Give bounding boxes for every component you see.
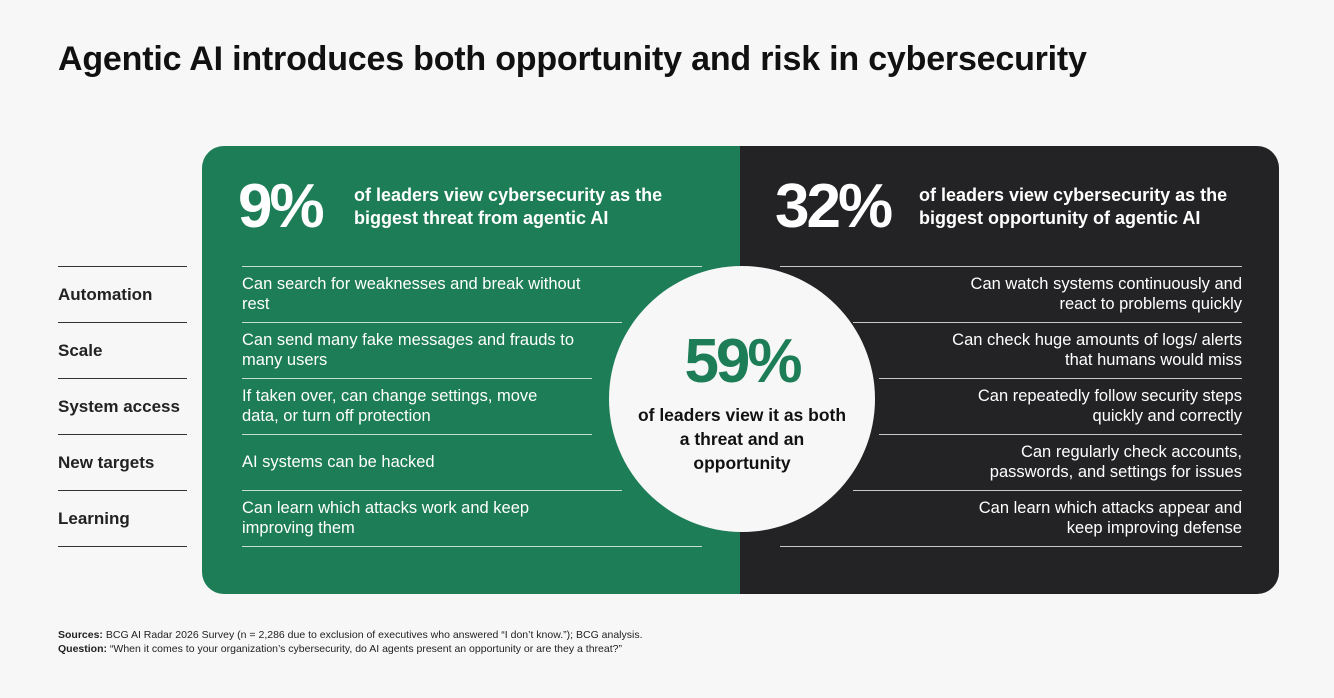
opportunity-item: Can check huge amounts of logs/ alerts t…: [942, 322, 1242, 378]
question-text: “When it comes to your organization’s cy…: [107, 643, 622, 655]
divider: [853, 322, 1242, 323]
both-text: of leaders view it as both a threat and …: [637, 405, 847, 473]
divider: [58, 266, 187, 267]
opportunity-item-text: Can learn which attacks appear and keep …: [978, 499, 1242, 537]
opportunity-item-text: Can watch systems continuously and react…: [970, 275, 1242, 313]
row-label-system-access: System access: [58, 396, 180, 416]
divider: [58, 322, 187, 323]
threat-item: Can send many fake messages and frauds t…: [242, 322, 582, 378]
page-title: Agentic AI introduces both opportunity a…: [58, 40, 1087, 78]
row-label-automation: Automation: [58, 284, 153, 304]
divider: [242, 490, 622, 491]
divider: [58, 434, 187, 435]
threat-item-text: Can learn which attacks work and keep im…: [242, 499, 530, 537]
opportunity-headline: of leaders view cybersecurity as the big…: [919, 185, 1228, 228]
footnote-sources: Sources: BCG AI Radar 2026 Survey (n = 2…: [58, 629, 643, 641]
row-label-learning: Learning: [58, 508, 130, 528]
opportunity-item: Can learn which attacks appear and keep …: [942, 490, 1242, 546]
opportunity-item-text: Can check huge amounts of logs/ alerts t…: [952, 331, 1242, 369]
question-label: Question:: [58, 643, 107, 655]
divider: [242, 266, 702, 267]
divider: [242, 434, 592, 435]
row-label-new-targets: New targets: [58, 452, 155, 472]
threat-item-text: Can send many fake messages and frauds t…: [242, 331, 575, 369]
divider: [58, 490, 187, 491]
divider: [58, 546, 187, 547]
threat-item-text: AI systems can be hacked: [242, 453, 435, 471]
opportunity-item: Can repeatedly follow security steps qui…: [952, 378, 1242, 434]
both-circle: [609, 266, 875, 532]
divider: [780, 546, 1242, 547]
opportunity-item-text: Can repeatedly follow security steps qui…: [977, 387, 1242, 425]
divider: [853, 490, 1242, 491]
threat-item-text: Can search for weaknesses and break with…: [242, 275, 581, 313]
divider: [242, 322, 622, 323]
divider: [879, 434, 1242, 435]
divider: [242, 378, 592, 379]
divider: [879, 378, 1242, 379]
threat-item-text: If taken over, can change settings, move…: [242, 387, 538, 425]
threat-item: AI systems can be hacked: [242, 434, 582, 490]
threat-percent: 9%: [238, 172, 325, 241]
threat-headline: of leaders view cybersecurity as the big…: [354, 185, 663, 228]
row-label-scale: Scale: [58, 340, 103, 360]
threat-item: If taken over, can change settings, move…: [242, 378, 542, 434]
opportunity-item-text: Can regularly check accounts, passwords,…: [989, 443, 1242, 481]
threat-item: Can learn which attacks work and keep im…: [242, 490, 542, 546]
divider: [780, 266, 1242, 267]
sources-label: Sources:: [58, 629, 103, 641]
opportunity-percent: 32%: [775, 172, 893, 241]
sources-text: BCG AI Radar 2026 Survey (n = 2,286 due …: [102, 629, 643, 641]
opportunity-item: Can watch systems continuously and react…: [942, 266, 1242, 322]
threat-item: Can search for weaknesses and break with…: [242, 266, 582, 322]
footnote-question: Question: “When it comes to your organiz…: [58, 643, 622, 655]
divider: [242, 546, 702, 547]
divider: [58, 378, 187, 379]
both-percent: 59%: [684, 327, 802, 396]
opportunity-item: Can regularly check accounts, passwords,…: [942, 434, 1242, 490]
